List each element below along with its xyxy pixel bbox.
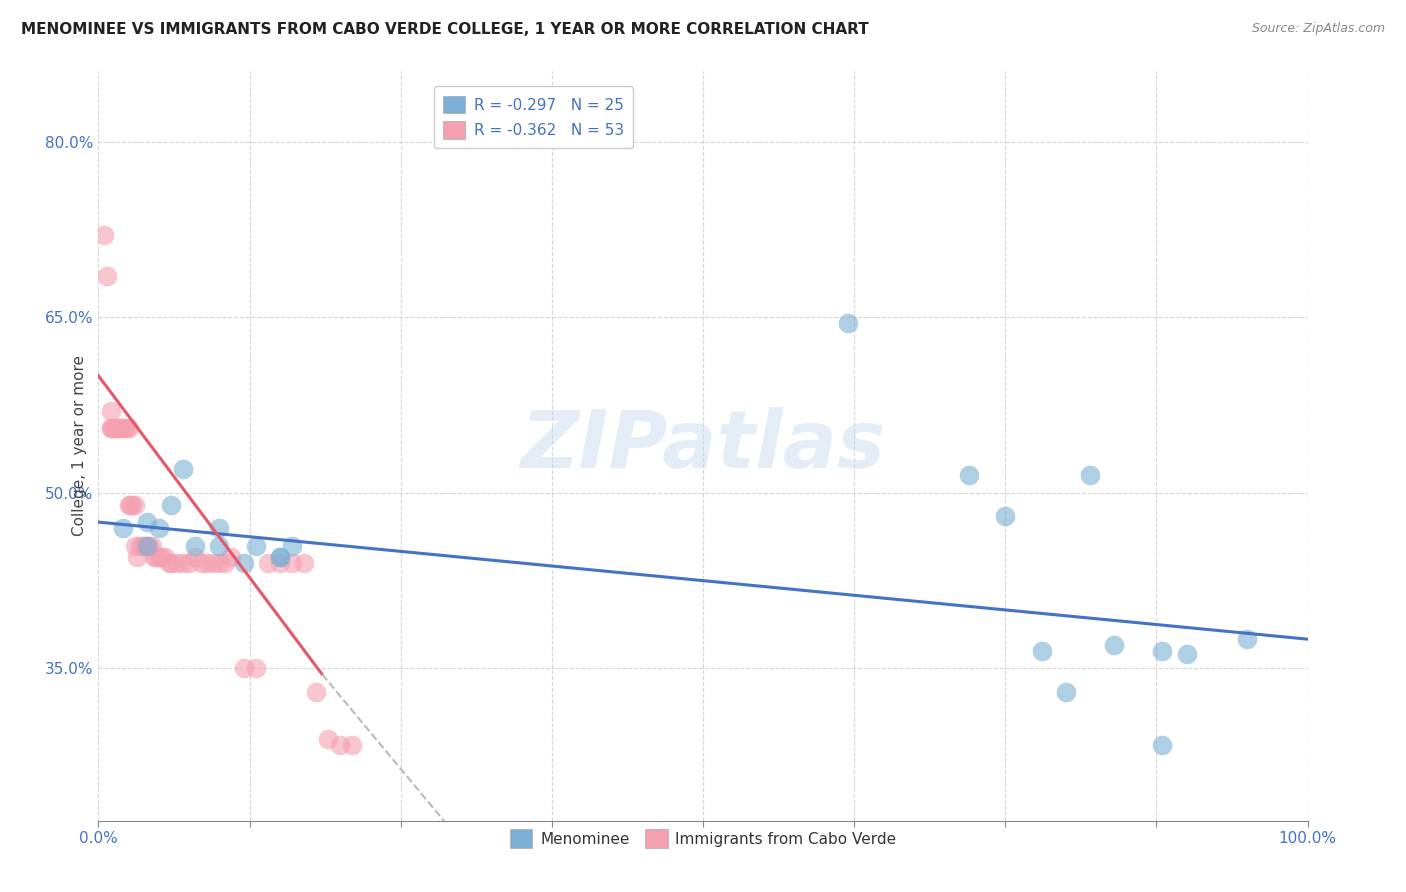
Point bbox=[121, 498, 143, 512]
Point bbox=[141, 539, 163, 553]
Point bbox=[957, 468, 980, 483]
Point bbox=[157, 556, 180, 570]
Point bbox=[100, 421, 122, 435]
Point bbox=[124, 539, 146, 553]
Point bbox=[184, 550, 207, 565]
Point bbox=[127, 550, 149, 565]
Point bbox=[202, 556, 225, 570]
Point bbox=[316, 731, 339, 746]
Point bbox=[208, 521, 231, 535]
Point bbox=[148, 550, 170, 565]
Point bbox=[269, 550, 291, 565]
Point bbox=[1078, 468, 1101, 483]
Point bbox=[1236, 632, 1258, 647]
Point bbox=[135, 515, 157, 529]
Point bbox=[96, 269, 118, 284]
Point bbox=[245, 661, 267, 675]
Point bbox=[148, 521, 170, 535]
Point bbox=[135, 539, 157, 553]
Point bbox=[114, 421, 136, 435]
Point bbox=[117, 421, 139, 435]
Point bbox=[118, 421, 141, 435]
Text: ZIPatlas: ZIPatlas bbox=[520, 407, 886, 485]
Point bbox=[143, 550, 166, 565]
Point bbox=[100, 421, 122, 435]
Point bbox=[138, 539, 160, 553]
Point bbox=[135, 539, 157, 553]
Y-axis label: College, 1 year or more: College, 1 year or more bbox=[72, 356, 87, 536]
Point bbox=[108, 421, 131, 435]
Point bbox=[153, 550, 176, 565]
Point bbox=[124, 498, 146, 512]
Point bbox=[107, 421, 129, 435]
Text: MENOMINEE VS IMMIGRANTS FROM CABO VERDE COLLEGE, 1 YEAR OR MORE CORRELATION CHAR: MENOMINEE VS IMMIGRANTS FROM CABO VERDE … bbox=[21, 22, 869, 37]
Point bbox=[232, 661, 254, 675]
Point bbox=[172, 556, 194, 570]
Point bbox=[281, 556, 304, 570]
Point bbox=[292, 556, 315, 570]
Point bbox=[195, 556, 218, 570]
Point bbox=[269, 550, 291, 565]
Point bbox=[1102, 638, 1125, 652]
Point bbox=[1175, 648, 1198, 662]
Point bbox=[150, 550, 173, 565]
Point bbox=[184, 539, 207, 553]
Point bbox=[160, 556, 183, 570]
Point bbox=[179, 556, 201, 570]
Point bbox=[100, 404, 122, 418]
Point bbox=[128, 539, 150, 553]
Point bbox=[837, 316, 859, 330]
Point bbox=[93, 228, 115, 243]
Point bbox=[134, 539, 156, 553]
Point bbox=[305, 685, 328, 699]
Point bbox=[1152, 644, 1174, 658]
Point bbox=[281, 539, 304, 553]
Point bbox=[166, 556, 188, 570]
Legend: Menominee, Immigrants from Cabo Verde: Menominee, Immigrants from Cabo Verde bbox=[503, 823, 903, 855]
Point bbox=[107, 421, 129, 435]
Point bbox=[329, 738, 352, 752]
Point bbox=[1054, 685, 1077, 699]
Point bbox=[256, 556, 278, 570]
Point bbox=[994, 509, 1017, 524]
Point bbox=[208, 539, 231, 553]
Point bbox=[131, 539, 153, 553]
Point bbox=[190, 556, 212, 570]
Text: Source: ZipAtlas.com: Source: ZipAtlas.com bbox=[1251, 22, 1385, 36]
Point bbox=[111, 421, 134, 435]
Point bbox=[214, 556, 236, 570]
Point bbox=[118, 498, 141, 512]
Point bbox=[245, 539, 267, 553]
Point bbox=[104, 421, 127, 435]
Point bbox=[145, 550, 167, 565]
Point bbox=[101, 421, 124, 435]
Point bbox=[172, 462, 194, 476]
Point bbox=[232, 556, 254, 570]
Point bbox=[269, 556, 291, 570]
Point bbox=[1031, 644, 1053, 658]
Point bbox=[208, 556, 231, 570]
Point bbox=[1152, 738, 1174, 752]
Point bbox=[118, 498, 141, 512]
Point bbox=[221, 550, 243, 565]
Point bbox=[160, 498, 183, 512]
Point bbox=[111, 521, 134, 535]
Point bbox=[342, 738, 364, 752]
